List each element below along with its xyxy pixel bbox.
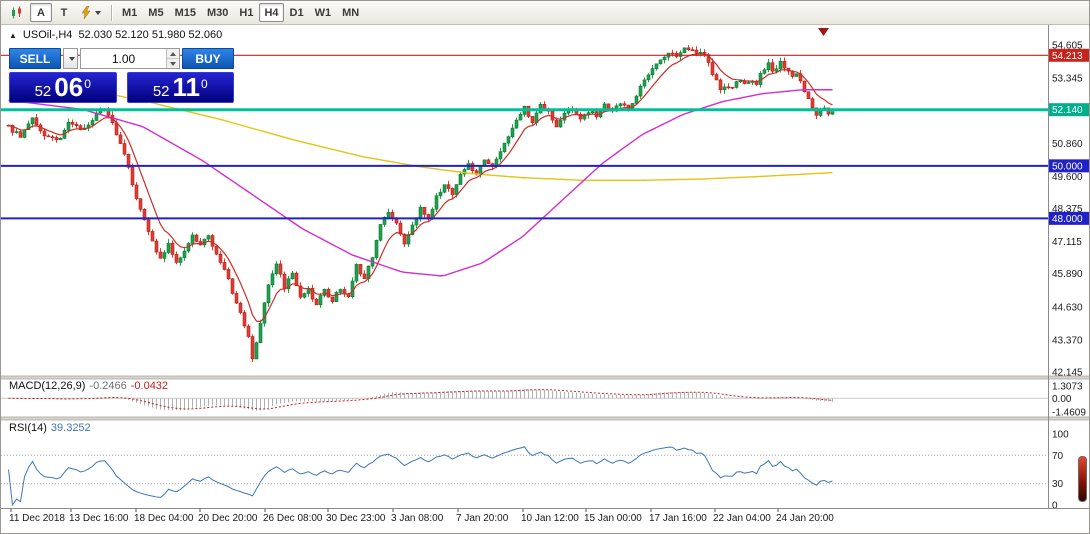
time-axis[interactable]: 11 Dec 2018 13 Dec 16:00 18 Dec 04:00 20 De…: [1, 513, 1089, 529]
price-badge: [1049, 48, 1089, 62]
price-badge-text: 52.140: [1052, 105, 1083, 116]
macd-panel: [1, 389, 1048, 411]
buy-price-point: 0: [201, 77, 208, 91]
price-axis-label: 48.375: [1052, 204, 1083, 215]
lightning-icon: [81, 6, 91, 19]
buy-price-display[interactable]: 52 11 0: [126, 72, 234, 103]
time-axis-label: 10 Jan 12:00: [521, 513, 579, 524]
rsi-indicator-label: RSI(14) 39.3252: [9, 422, 91, 434]
sell-price-display[interactable]: 52 06 0: [9, 72, 117, 103]
chevron-down-icon: [68, 56, 75, 61]
price-axis-label: 49.600: [1052, 172, 1083, 183]
timeframe-h4[interactable]: H4: [259, 3, 284, 22]
toolbar-separator: [111, 4, 112, 21]
chart-object-marker[interactable]: [818, 28, 829, 36]
price-axis-label: 50.860: [1052, 139, 1083, 150]
price-badge-text: 50.000: [1052, 161, 1083, 172]
price-axis-label: 42.145: [1052, 368, 1083, 379]
time-axis-label: 13 Dec 16:00: [69, 513, 129, 524]
toolbar: A T M1 M5 M15 M30 H1 H4 D1 W1 MN: [1, 1, 1089, 25]
price-badge: [1049, 159, 1089, 173]
volume-field: [80, 48, 180, 69]
arrow-down-icon: [170, 61, 176, 66]
price-badge: [1049, 103, 1089, 117]
rsi-panel: [1, 446, 1048, 507]
timeframe-m5[interactable]: M5: [143, 3, 168, 22]
volume-decrease-button[interactable]: [167, 59, 179, 68]
rsi-name: RSI(14): [9, 422, 47, 434]
symbol-name: USOil-,H4: [22, 29, 73, 41]
rsi-axis-label: 0: [1052, 501, 1058, 512]
timeframe-bar: M1 M5 M15 M30 H1 H4 D1 W1 MN: [117, 3, 364, 22]
timeframe-h1[interactable]: H1: [234, 3, 258, 22]
time-axis-label: 26 Dec 08:00: [263, 513, 323, 524]
buy-price-pips: 11: [172, 72, 201, 102]
rsi-axis-label: 100: [1052, 430, 1069, 441]
symbol-collapse-icon[interactable]: ▲: [9, 30, 17, 40]
timeframe-m15[interactable]: M15: [170, 3, 201, 22]
price-axis-label: 44.630: [1052, 302, 1083, 313]
macd-indicator-label: MACD(12,26,9) -0.2466 -0.0432: [9, 380, 168, 392]
price-axis-label: 43.370: [1052, 335, 1083, 346]
rsi-axis-label: 30: [1052, 479, 1064, 490]
ma-fast-line: [8, 53, 833, 323]
macd-name: MACD(12,26,9): [9, 380, 86, 392]
timeframe-w1[interactable]: W1: [310, 3, 337, 22]
macd-signal-line: [8, 389, 833, 410]
chart-type-button[interactable]: [5, 3, 29, 22]
time-axis-label: 11 Dec 2018: [9, 513, 65, 524]
timeframe-m30[interactable]: M30: [202, 3, 233, 22]
volume-input[interactable]: [81, 49, 166, 68]
time-axis-label: 18 Dec 04:00: [134, 513, 194, 524]
rsi-line: [8, 446, 833, 507]
price-axis-label: 47.115: [1052, 237, 1082, 248]
buy-price-whole: 52: [152, 83, 170, 100]
timeframe-m1[interactable]: M1: [117, 3, 142, 22]
price-axis-label: 53.345: [1052, 74, 1083, 85]
quick-trade-dropdown-button[interactable]: [76, 3, 106, 22]
ohlc-values: 52.030 52.120 51.980 52.060: [78, 29, 223, 41]
macd-axis-label: -1.4609: [1052, 408, 1086, 419]
macd-main-value: -0.2466: [89, 380, 127, 392]
time-axis-label: 24 Jan 20:00: [776, 513, 834, 524]
time-axis-label: 3 Jan 08:00: [391, 513, 444, 524]
timeframe-mn[interactable]: MN: [337, 3, 364, 22]
macd-signal-value: -0.0432: [130, 380, 169, 392]
rsi-value: 39.3252: [50, 422, 91, 434]
chevron-down-icon: [95, 10, 101, 15]
candlestick-series: [6, 45, 835, 362]
volume-spinner: [166, 49, 179, 68]
cursor-a-tool-button[interactable]: A: [30, 3, 52, 22]
timeframe-d1[interactable]: D1: [285, 3, 309, 22]
sell-price-point: 0: [84, 77, 91, 91]
macd-axis-label: 1.3073: [1052, 382, 1083, 393]
sell-price-pips: 06: [54, 72, 84, 102]
rsi-axis-label: 70: [1052, 451, 1064, 462]
price-badge-text: 48.000: [1052, 214, 1083, 225]
candlestick-chart-icon: [12, 6, 21, 18]
time-axis-label: 30 Dec 23:00: [326, 513, 386, 524]
price-axis-label: 45.890: [1052, 269, 1083, 280]
macd-axis-label: 0.00: [1052, 394, 1072, 405]
volume-preset-dropdown[interactable]: [63, 48, 78, 69]
arrow-up-icon: [170, 51, 176, 56]
time-axis-label: 20 Dec 20:00: [198, 513, 258, 524]
volume-increase-button[interactable]: [167, 49, 179, 59]
price-badge: [1049, 211, 1089, 225]
time-axis-label: 7 Jan 20:00: [456, 513, 509, 524]
sell-button[interactable]: SELL: [9, 48, 61, 69]
time-axis-label: 22 Jan 04:00: [713, 513, 771, 524]
sell-price-whole: 52: [34, 83, 52, 100]
price-axis-label: 54.605: [1052, 41, 1083, 52]
chart-title: ▲ USOil-,H4 52.030 52.120 51.980 52.060: [9, 29, 222, 41]
time-axis-label: 15 Jan 00:00: [584, 513, 642, 524]
buy-button[interactable]: BUY: [182, 48, 234, 69]
time-axis-label: 17 Jan 16:00: [649, 513, 707, 524]
text-tool-button[interactable]: T: [53, 3, 75, 22]
scroll-thumb[interactable]: [1078, 456, 1087, 502]
price-badge-text: 54.213: [1052, 51, 1083, 62]
